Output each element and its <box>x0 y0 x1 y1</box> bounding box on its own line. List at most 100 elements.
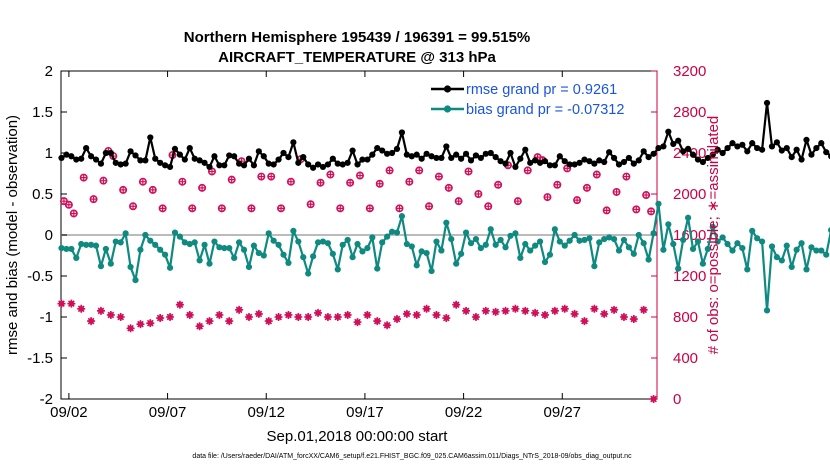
bias-point <box>147 237 154 244</box>
rmse-point <box>596 157 603 164</box>
obs-assimilated-ring <box>473 314 479 320</box>
rmse-point <box>507 149 514 157</box>
rmse-point <box>443 143 450 150</box>
bias-point <box>127 263 134 271</box>
obs-assimilated-marker <box>649 395 658 403</box>
bias-point <box>477 245 484 252</box>
bias-point <box>354 240 361 248</box>
obs-assimilated-marker <box>491 307 500 316</box>
rmse-point <box>255 148 262 155</box>
bias-point <box>512 230 519 237</box>
rmse-point <box>512 163 519 171</box>
obs-assimilated-ring <box>226 318 233 324</box>
y-left-tick-label: 0.5 <box>32 186 53 203</box>
bias-point <box>823 251 830 258</box>
rmse-point <box>88 153 95 160</box>
rmse-point <box>369 151 376 158</box>
rmse-point <box>166 163 174 171</box>
obs-assimilated-marker <box>185 310 194 319</box>
bias-point <box>250 242 258 249</box>
bias-point <box>462 229 470 236</box>
obs-possible-cross <box>553 181 561 189</box>
rmse-point <box>83 144 90 152</box>
rmse-point <box>364 156 371 163</box>
bias-point <box>566 237 573 244</box>
obs-assimilated-marker <box>205 317 214 326</box>
bias-point <box>734 240 741 247</box>
bias-point <box>532 242 539 249</box>
bias-point <box>211 238 218 245</box>
bias-point <box>369 234 376 241</box>
bias-point <box>206 260 213 267</box>
obs-possible-cross <box>178 178 186 186</box>
bias-point <box>408 243 415 250</box>
obs-assimilated-ring <box>177 301 183 308</box>
rmse-point <box>773 139 780 146</box>
bias-point <box>640 240 647 247</box>
obs-assimilated-ring <box>256 311 262 317</box>
bias-point <box>492 241 499 248</box>
rmse-point <box>709 151 716 158</box>
y-left-tick-label: -0.5 <box>27 268 53 285</box>
bias-point <box>615 247 623 254</box>
obs-assimilated-ring <box>334 314 341 320</box>
obs-possible-cross <box>336 204 344 212</box>
bias-point <box>132 277 139 284</box>
rmse-point <box>724 144 731 152</box>
y-right-tick-label: 1200 <box>673 268 706 285</box>
rmse-point <box>310 164 317 171</box>
rmse-point <box>758 146 766 153</box>
bias-point <box>245 263 253 271</box>
bias-point <box>285 259 292 266</box>
bias-point <box>768 243 776 250</box>
bias-point <box>684 214 692 221</box>
obs-possible-cross <box>80 174 88 182</box>
bias-point <box>83 241 90 248</box>
rmse-point <box>260 153 267 160</box>
bias-point <box>522 240 529 248</box>
rmse-point <box>517 155 524 162</box>
obs-assimilated-ring <box>137 321 144 327</box>
rmse-point <box>823 149 830 156</box>
rmse-point <box>492 154 499 161</box>
rmse-point <box>438 154 445 162</box>
bias-point <box>265 230 272 237</box>
rmse-point <box>458 155 465 162</box>
bias-point <box>319 238 327 245</box>
obs-possible-cross <box>277 204 285 212</box>
bias-point <box>107 260 114 267</box>
rmse-point <box>551 162 558 169</box>
obs-assimilated-ring <box>295 314 302 320</box>
bias-point <box>571 231 578 239</box>
obs-possible-cross <box>386 166 394 174</box>
bias-point <box>744 266 751 273</box>
rmse-point <box>625 154 632 162</box>
obs-assimilated-ring <box>542 312 548 318</box>
obs-assimilated-ring <box>532 310 538 316</box>
rmse-point <box>586 158 593 165</box>
y-right-tick-label: 2800 <box>673 104 706 121</box>
axis-ticks: -2-1.5-1-0.500.511.520400800120016002000… <box>27 63 706 421</box>
bias-point <box>453 260 460 267</box>
y-axis-left-label: rmse and bias (model - observation) <box>4 115 21 355</box>
bias-point <box>152 241 159 248</box>
obs-assimilated-ring <box>186 312 193 318</box>
bias-point <box>260 252 267 259</box>
rmse-point <box>78 155 85 162</box>
rmse-point <box>162 162 169 169</box>
bias-point <box>314 239 322 246</box>
y-left-tick-label: -2 <box>40 391 53 408</box>
rmse-point <box>808 151 815 158</box>
bias-point <box>749 227 756 234</box>
rmse-point <box>300 154 307 161</box>
rmse-point <box>295 159 302 166</box>
obs-possible-cross <box>647 207 655 215</box>
bias-point <box>680 236 687 244</box>
obs-assimilated-marker <box>521 306 530 315</box>
rmse-point <box>576 159 583 166</box>
obs-assimilated-ring <box>275 314 282 320</box>
bias-point <box>472 236 480 243</box>
obs-assimilated-ring <box>404 311 410 317</box>
rmse-point <box>630 160 637 167</box>
bias-point <box>635 231 642 239</box>
